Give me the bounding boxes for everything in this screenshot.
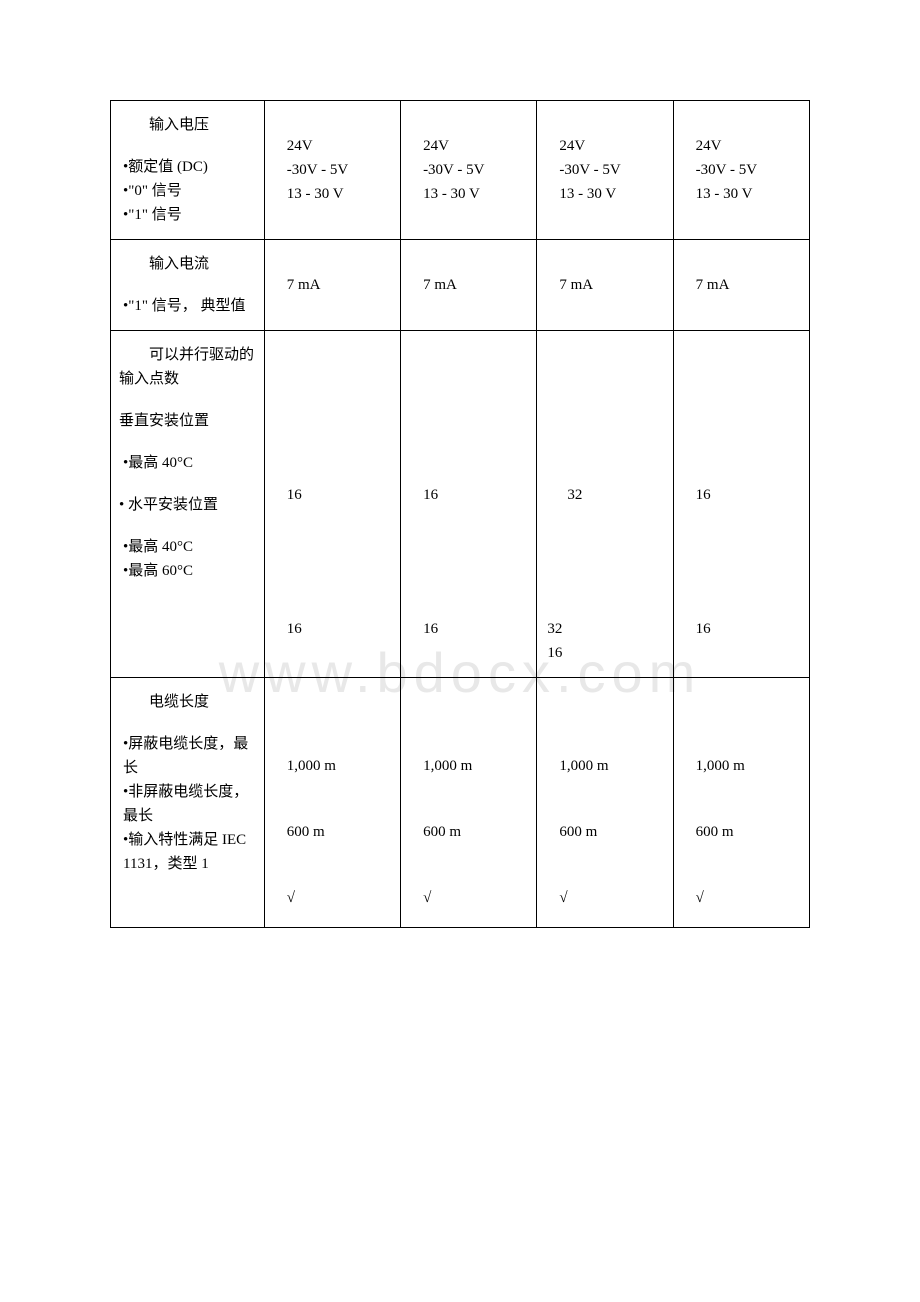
table-row: 输入电压 •额定值 (DC) •"0" 信号 •"1" 信号 24V -30V … — [111, 101, 810, 240]
label-item: •最高 60°C — [119, 559, 256, 583]
data-cell: 7 mA — [537, 240, 673, 331]
label-title: 输入电流 — [119, 252, 256, 276]
label-title: 可以并行驱动的输入点数 — [119, 343, 256, 391]
label-item: •"1" 信号， 典型值 — [119, 294, 256, 318]
table-row: 电缆长度 •屏蔽电缆长度，最长 •非屏蔽电缆长度，最长 •输入特性满足 IEC … — [111, 678, 810, 928]
label-item: •非屏蔽电缆长度，最长 — [119, 780, 256, 828]
data-cell: 1,000 m 600 m √ — [537, 678, 673, 928]
label-item: •"0" 信号 — [119, 179, 256, 203]
label-sub: • 水平安装位置 — [119, 493, 256, 517]
row-label: 输入电流 •"1" 信号， 典型值 — [111, 240, 265, 331]
data-cell: 7 mA — [264, 240, 400, 331]
spec-table: 输入电压 •额定值 (DC) •"0" 信号 •"1" 信号 24V -30V … — [110, 100, 810, 928]
data-cell: 32 32 16 — [537, 331, 673, 678]
label-title: 电缆长度 — [119, 690, 256, 714]
data-cell: 1,000 m 600 m √ — [401, 678, 537, 928]
data-cell: 7 mA — [401, 240, 537, 331]
table-row: 输入电流 •"1" 信号， 典型值 7 mA 7 mA 7 mA 7 mA — [111, 240, 810, 331]
data-cell: 1,000 m 600 m √ — [673, 678, 809, 928]
data-cell: 16 16 — [401, 331, 537, 678]
table-row: 可以并行驱动的输入点数 垂直安装位置 •最高 40°C • 水平安装位置 •最高… — [111, 331, 810, 678]
label-title: 输入电压 — [119, 113, 256, 137]
data-cell: 24V -30V - 5V 13 - 30 V — [673, 101, 809, 240]
data-cell: 16 16 — [673, 331, 809, 678]
data-cell: 24V -30V - 5V 13 - 30 V — [401, 101, 537, 240]
data-cell: 24V -30V - 5V 13 - 30 V — [264, 101, 400, 240]
row-label: 输入电压 •额定值 (DC) •"0" 信号 •"1" 信号 — [111, 101, 265, 240]
data-cell: 7 mA — [673, 240, 809, 331]
label-item: •最高 40°C — [119, 535, 256, 559]
label-item: •屏蔽电缆长度，最长 — [119, 732, 256, 780]
label-item: •输入特性满足 IEC 1131，类型 1 — [119, 828, 256, 876]
data-cell: 16 16 — [264, 331, 400, 678]
row-label: 电缆长度 •屏蔽电缆长度，最长 •非屏蔽电缆长度，最长 •输入特性满足 IEC … — [111, 678, 265, 928]
label-sub: 垂直安装位置 — [119, 409, 256, 433]
label-item: •"1" 信号 — [119, 203, 256, 227]
row-label: 可以并行驱动的输入点数 垂直安装位置 •最高 40°C • 水平安装位置 •最高… — [111, 331, 265, 678]
label-item: •最高 40°C — [119, 451, 256, 475]
data-cell: 24V -30V - 5V 13 - 30 V — [537, 101, 673, 240]
data-cell: 1,000 m 600 m √ — [264, 678, 400, 928]
label-item: •额定值 (DC) — [119, 155, 256, 179]
